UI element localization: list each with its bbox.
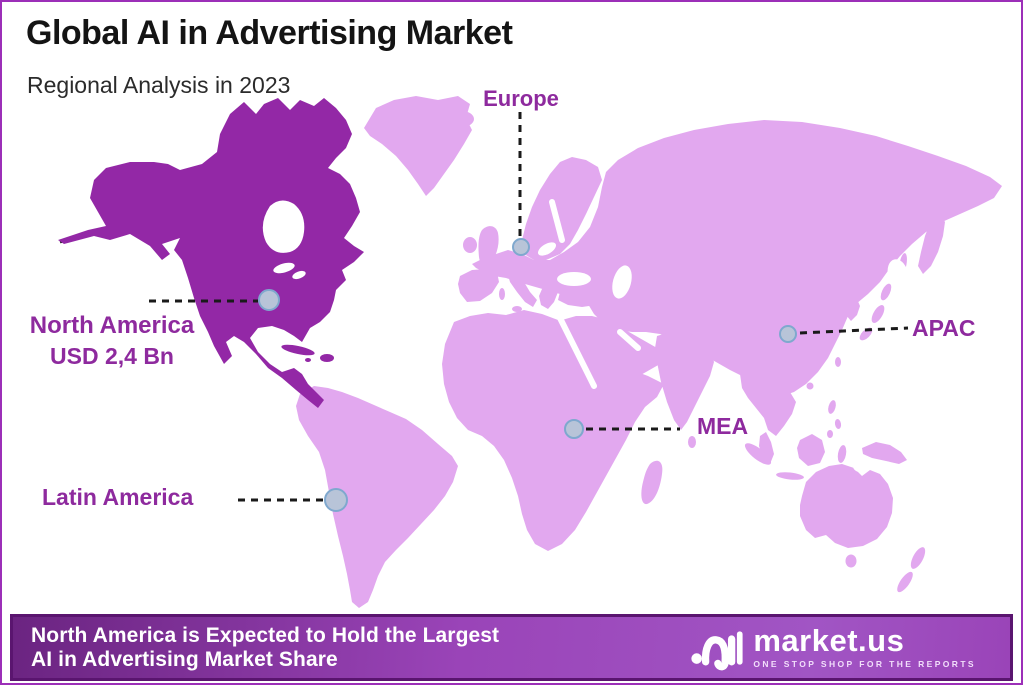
sea-of-okhotsk (887, 259, 909, 289)
hainan-island (806, 382, 814, 390)
latin-america-label: Latin America (42, 484, 194, 510)
red-sea (555, 311, 597, 389)
market-us-logo-icon (691, 630, 743, 670)
new-zealand-south-island (897, 571, 913, 593)
sicily-island (512, 306, 522, 312)
eurasia-landmass (472, 120, 1002, 396)
market-us-logo-texts: market.us ONE STOP SHOP FOR THE REPORTS (753, 623, 976, 669)
market-us-logo-tagline: ONE STOP SHOP FOR THE REPORTS (753, 659, 976, 669)
borneo-island (797, 434, 825, 466)
sumatra-island (744, 443, 772, 465)
great-lakes-east (292, 270, 306, 280)
page-title: Global AI in Advertising Market (26, 14, 513, 52)
footer-headline-line2: AI in Advertising Market Share (31, 647, 338, 671)
north-america-highlight (58, 98, 364, 408)
cuba-island (281, 344, 315, 356)
mea-marker (564, 419, 584, 439)
ireland-landmass (463, 237, 477, 253)
alaska-landmass (58, 162, 180, 260)
hispaniola-island (320, 354, 334, 362)
iberia-landmass (458, 269, 499, 302)
australia-landmass (800, 464, 893, 548)
great-lakes-west (273, 262, 295, 274)
north-america-value: USD 2,4 Bn (50, 342, 174, 369)
taiwan-island (835, 357, 841, 367)
gulf-of-bothnia (549, 199, 565, 243)
footer-bar: North America is Expected to Hold the La… (10, 614, 1013, 681)
market-us-logo: market.us ONE STOP SHOP FOR THE REPORTS (691, 624, 1010, 672)
latin-america-marker (324, 488, 348, 512)
sea-cutouts (537, 199, 909, 389)
java-island (776, 472, 804, 480)
black-sea (557, 272, 591, 286)
japan-island-north (880, 283, 892, 301)
south-america-landmass (296, 386, 458, 608)
leader-lines (149, 112, 909, 502)
north-america-label-text: North America (29, 312, 195, 339)
india-landmass (655, 332, 714, 430)
footer-headline-line1: North America is Expected to Hold the La… (31, 623, 500, 647)
apac-label: APAC (912, 315, 976, 341)
mea-label: MEA (697, 413, 749, 439)
philippines-island-2 (834, 419, 842, 429)
north-america-marker (258, 289, 280, 311)
tasmania-island (845, 554, 857, 568)
north-america-landmass (174, 98, 364, 408)
apac-marker (779, 325, 797, 343)
new-zealand-north-island (910, 547, 926, 569)
uk-landmass (478, 226, 499, 266)
greece-landmass (539, 286, 558, 309)
turkey-landmass (558, 286, 604, 307)
italy-landmass (507, 268, 537, 307)
hudson-bay (262, 200, 305, 253)
sardinia-island (499, 288, 505, 300)
region-markers (258, 238, 797, 512)
japan-island-south (859, 327, 873, 341)
footer-headline: North America is Expected to Hold the La… (13, 624, 499, 672)
sri-lanka-island (688, 436, 696, 448)
scandinavia-landmass (522, 157, 602, 260)
iceland-landmass (450, 111, 474, 127)
europe-marker (512, 238, 530, 256)
apac-leader-line (799, 326, 909, 335)
page-subtitle: Regional Analysis in 2023 (27, 72, 291, 98)
market-us-logo-text: market.us (753, 623, 905, 658)
korea-landmass (846, 299, 860, 321)
new-guinea-island (862, 442, 907, 464)
jamaica-island (305, 358, 311, 362)
kamchatka-landmass (918, 214, 945, 274)
world-landmass (296, 96, 1002, 608)
gulf-of-carpentaria (853, 460, 867, 472)
madagascar-landmass (641, 460, 663, 505)
europe-label: Europe (483, 86, 559, 111)
sulawesi-island (837, 445, 847, 463)
caspian-sea (612, 265, 632, 299)
north-america-label: North America USD 2,4 Bn (12, 312, 212, 369)
philippines-island-1 (828, 400, 836, 414)
philippines-island-3 (827, 430, 833, 438)
greenland-landmass (364, 96, 472, 196)
persian-gulf (617, 329, 641, 351)
japan-island-main (871, 305, 885, 323)
indochina-landmass (740, 370, 796, 436)
baltic-sea (537, 242, 557, 256)
